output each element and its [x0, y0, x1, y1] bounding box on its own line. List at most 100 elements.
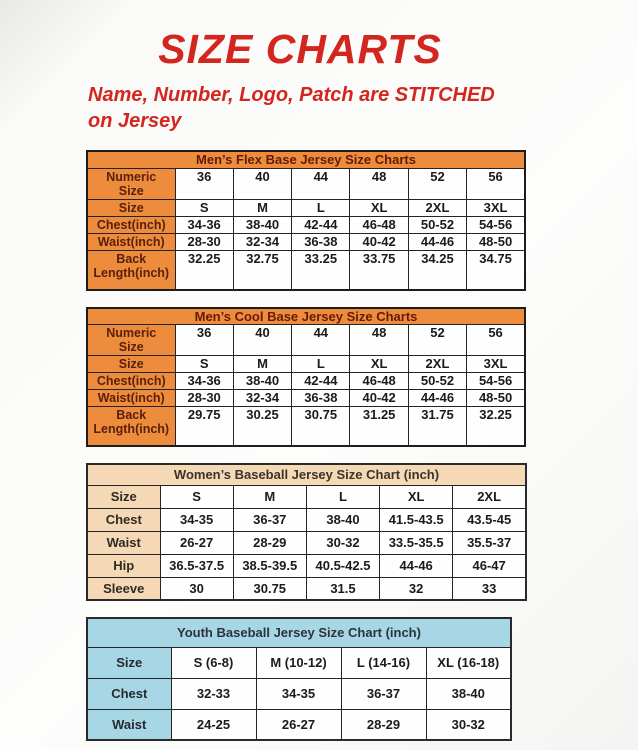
- row-label: Waist: [86, 530, 161, 555]
- row-label: Back Length(inch): [86, 249, 176, 290]
- table-cell: 38.5-39.5: [232, 553, 307, 578]
- table-cell: 56: [466, 167, 526, 200]
- table-row: Size S M L XL 2XL 3XL: [86, 198, 526, 217]
- table-row: Hip 36.5-37.5 38.5-39.5 40.5-42.5 44-46 46-47: [86, 553, 527, 578]
- table-cell: 36: [174, 324, 234, 356]
- table-cell: 46-47: [452, 553, 527, 578]
- table-cell: 40-42: [349, 232, 409, 251]
- table-cell: 30-32: [425, 708, 512, 741]
- table-cell: 46-48: [349, 372, 409, 390]
- table-cell: L: [291, 355, 351, 373]
- table-row: Size S (6-8) M (10-12) L (14-16) XL (16-18): [86, 646, 512, 679]
- table-cell: 36-37: [340, 677, 427, 710]
- table-cell: 38-40: [305, 507, 381, 532]
- table-cell: 44: [291, 324, 351, 356]
- table-row: Chest(inch) 34-36 38-40 42-44 46-48 50-52 54-5…: [86, 372, 526, 390]
- table-cell: 31.75: [407, 406, 468, 447]
- table-cell: 30.25: [232, 406, 293, 447]
- table-cell: 36-38: [291, 389, 351, 407]
- table-title-row: Men’s Flex Base Jersey Size Charts: [86, 150, 526, 169]
- table-cell: 2XL: [407, 198, 468, 217]
- table-row: Waist(inch) 28-30 32-34 36-38 40-42 44-46 48-5…: [86, 389, 526, 407]
- table-cell: 32.75: [232, 249, 293, 290]
- table-row: Sleeve 30 30.75 31.5 32 33: [86, 576, 527, 601]
- table-cell: 36: [174, 167, 234, 200]
- table-cell: 44: [291, 167, 351, 200]
- table-cell: 40: [232, 324, 293, 356]
- row-label: Waist: [86, 708, 172, 741]
- table-cell: 26-27: [159, 530, 234, 555]
- table-title-row: Women’s Baseball Jersey Size Chart (inch…: [86, 463, 527, 486]
- table-cell: 36-37: [232, 507, 307, 532]
- row-label: Chest(inch): [86, 215, 176, 234]
- row-label: Size: [86, 355, 176, 373]
- row-label: Sleeve: [86, 576, 161, 601]
- table-cell: 33.75: [349, 249, 409, 290]
- table-cell: L: [291, 198, 351, 217]
- table-cell: 48-50: [466, 232, 526, 251]
- page-subtitle: Name, Number, Logo, Patch are STITCHED o…: [88, 84, 495, 132]
- table-cell: 30.75: [291, 406, 351, 447]
- table-cell: 31.25: [349, 406, 409, 447]
- table-cell: 28-30: [174, 389, 234, 407]
- table-cell: 48: [349, 167, 409, 200]
- table-cell: 34.75: [466, 249, 526, 290]
- table-row: Waist 24-25 26-27 28-29 30-32: [86, 708, 512, 741]
- table-cell: 33.5-35.5: [379, 530, 454, 555]
- row-label: Numeric Size: [86, 167, 176, 200]
- row-label: Chest: [86, 507, 161, 532]
- table-cell: 42-44: [291, 372, 351, 390]
- table-cell: 44-46: [379, 553, 454, 578]
- table-title: Men’s Cool Base Jersey Size Charts: [86, 307, 526, 325]
- table-cell: S: [174, 198, 234, 217]
- table-cell: 34.25: [407, 249, 468, 290]
- table-cell: 44-46: [407, 232, 468, 251]
- table-cell: 33: [452, 576, 527, 601]
- table-cell: 40.5-42.5: [305, 553, 381, 578]
- table-cell: 2XL: [407, 355, 468, 373]
- table-cell: 48: [349, 324, 409, 356]
- mens-flex-base-size-table: Men’s Flex Base Jersey Size Charts Numeri…: [86, 150, 526, 291]
- row-label: Chest: [86, 677, 172, 710]
- table-title: Youth Baseball Jersey Size Chart (inch): [86, 617, 512, 648]
- table-cell: 50-52: [407, 215, 468, 234]
- table-cell: 33.25: [291, 249, 351, 290]
- table-cell: 40-42: [349, 389, 409, 407]
- table-row: Size S M L XL 2XL: [86, 484, 527, 509]
- table-cell: 38-40: [232, 372, 293, 390]
- table-cell: 54-56: [466, 372, 526, 390]
- table-cell: 24-25: [170, 708, 257, 741]
- row-label: Back Length(inch): [86, 406, 176, 447]
- table-cell: XL: [349, 198, 409, 217]
- table-cell: 32.25: [466, 406, 526, 447]
- table-cell: 54-56: [466, 215, 526, 234]
- table-cell: 34-36: [174, 372, 234, 390]
- table-cell: XL: [349, 355, 409, 373]
- table-cell: 3XL: [466, 198, 526, 217]
- table-cell: 32-34: [232, 232, 293, 251]
- table-cell: 3XL: [466, 355, 526, 373]
- table-cell: 52: [407, 324, 468, 356]
- table-cell: L: [305, 484, 381, 509]
- table-cell: 28-29: [232, 530, 307, 555]
- table-cell: 38-40: [232, 215, 293, 234]
- table-cell: 32.25: [174, 249, 234, 290]
- table-cell: S: [159, 484, 234, 509]
- table-title: Men’s Flex Base Jersey Size Charts: [86, 150, 526, 169]
- table-cell: 56: [466, 324, 526, 356]
- table-cell: XL (16-18): [425, 646, 512, 679]
- table-cell: 44-46: [407, 389, 468, 407]
- table-row: Chest(inch) 34-36 38-40 42-44 46-48 50-52 54-5…: [86, 215, 526, 234]
- table-cell: 28-29: [340, 708, 427, 741]
- table-cell: 28-30: [174, 232, 234, 251]
- table-cell: S: [174, 355, 234, 373]
- mens-cool-base-size-table: Men’s Cool Base Jersey Size Charts Numeri…: [86, 306, 526, 447]
- page-title: SIZE CHARTS: [158, 26, 442, 72]
- table-cell: XL: [379, 484, 454, 509]
- row-label: Numeric Size: [86, 324, 176, 356]
- table-cell: 30: [159, 576, 234, 601]
- youth-baseball-size-table: Youth Baseball Jersey Size Chart (inch) S…: [86, 617, 512, 741]
- table-cell: 26-27: [255, 708, 342, 741]
- table-cell: 46-48: [349, 215, 409, 234]
- table-cell: 40: [232, 167, 293, 200]
